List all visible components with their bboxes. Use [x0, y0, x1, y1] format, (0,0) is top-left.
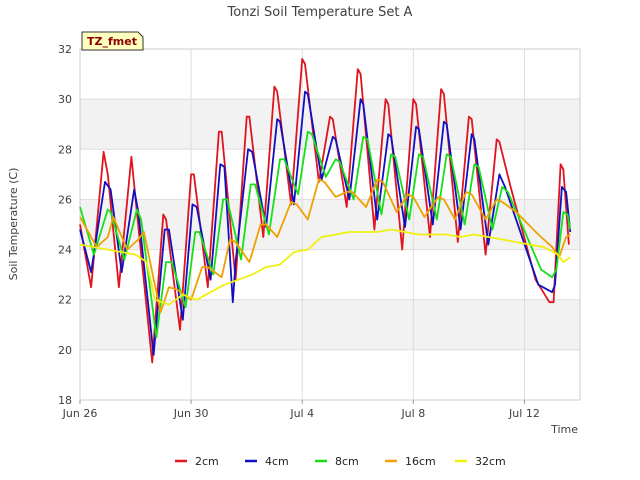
site-label-shape: [81, 31, 144, 51]
legend: 2cm 4cm 8cm 16cm 32cm: [175, 455, 506, 468]
legend-label-16cm: 16cm: [405, 455, 436, 468]
y-axis-ticks: 18 20 22 24 26 28 30 32: [58, 43, 72, 407]
chart-title: Tonzi Soil Temperature Set A: [227, 5, 413, 20]
series-lines: [79, 58, 572, 364]
grid-band: [80, 199, 580, 250]
series-line-16cm: [79, 178, 571, 314]
legend-label-2cm: 2cm: [195, 455, 219, 468]
legend-label-8cm: 8cm: [335, 455, 359, 468]
x-tick-label: Jul 12: [508, 407, 540, 420]
series-line-4cm: [79, 90, 572, 356]
grid-band: [80, 99, 580, 150]
site-label: TZ_fmet: [87, 35, 137, 48]
series-line-32cm: [79, 228, 571, 306]
x-tick-label: Jul 4: [289, 407, 314, 420]
y-tick-label: 20: [58, 344, 72, 357]
y-tick-label: 26: [58, 193, 72, 206]
site-label-box: TZ_fmet: [81, 31, 144, 51]
y-tick-label: 28: [58, 143, 72, 156]
y-tick-label: 24: [58, 244, 72, 257]
x-tick-label: Jul 8: [400, 407, 425, 420]
y-tick-label: 32: [58, 43, 72, 56]
grid-bands: [80, 99, 580, 350]
x-axis-label: Time: [550, 423, 578, 436]
legend-label-4cm: 4cm: [265, 455, 289, 468]
legend-label-32cm: 32cm: [475, 455, 506, 468]
series-line-8cm: [79, 130, 572, 339]
y-tick-label: 22: [58, 294, 72, 307]
y-axis-label: Soil Temperature (C): [7, 168, 20, 281]
x-tick-label: Jun 30: [173, 407, 209, 420]
grid-band: [80, 299, 580, 350]
x-tick-label: Jun 26: [62, 407, 98, 420]
x-axis-ticks: Jun 26 Jun 30 Jul 4 Jul 8 Jul 12: [62, 400, 540, 420]
y-tick-label: 18: [58, 394, 72, 407]
y-tick-label: 30: [58, 93, 72, 106]
